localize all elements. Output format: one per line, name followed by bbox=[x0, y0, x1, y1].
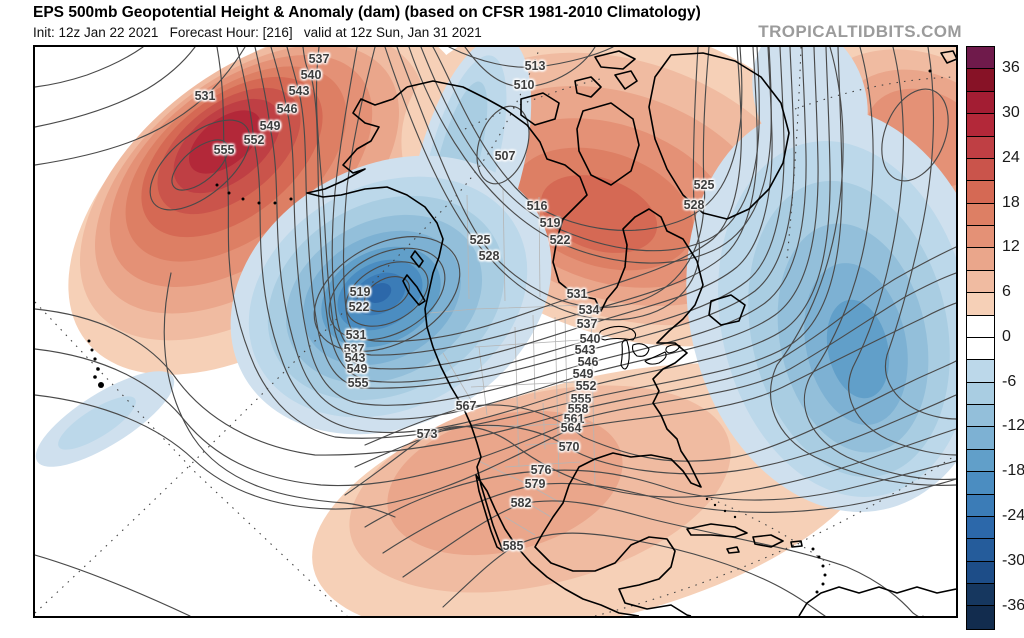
colorbar-cell bbox=[967, 136, 994, 159]
colorbar-cell bbox=[967, 293, 994, 316]
anomaly-colorbar bbox=[966, 46, 995, 630]
colorbar-tick: 24 bbox=[1002, 148, 1020, 166]
colorbar-cell bbox=[967, 584, 994, 607]
colorbar-tick: 6 bbox=[1002, 283, 1011, 301]
colorbar-cell bbox=[967, 270, 994, 294]
contour-map-graphic bbox=[35, 47, 956, 616]
colorbar-cell bbox=[967, 427, 994, 450]
init-forecast-line: Init: 12z Jan 22 2021 Forecast Hour: [21… bbox=[33, 25, 482, 40]
colorbar-tick: -18 bbox=[1002, 462, 1024, 480]
graticule-lines bbox=[35, 47, 956, 616]
colorbar-tick: -36 bbox=[1002, 596, 1024, 614]
colorbar-cell bbox=[967, 360, 994, 383]
colorbar-cell bbox=[967, 91, 994, 115]
colorbar-cell bbox=[967, 494, 994, 517]
colorbar-tick: 30 bbox=[1002, 104, 1020, 122]
coastlines bbox=[306, 50, 956, 616]
colorbar-tick: -30 bbox=[1002, 551, 1024, 569]
colorbar-cell bbox=[967, 203, 994, 226]
colorbar-cell bbox=[967, 539, 994, 562]
colorbar-tick: 0 bbox=[1002, 327, 1011, 345]
negative-anomaly-pacific-low bbox=[230, 155, 552, 435]
negative-anomaly-hawaii bbox=[35, 371, 175, 467]
height-contours bbox=[35, 47, 956, 616]
colorbar-cell bbox=[967, 158, 994, 182]
colorbar-tick: -6 bbox=[1002, 372, 1017, 390]
colorbar-cell bbox=[967, 382, 994, 405]
colorbar-cell bbox=[967, 114, 994, 137]
colorbar-cell bbox=[967, 449, 994, 473]
colorbar-cell bbox=[967, 606, 994, 629]
colorbar-cell bbox=[967, 248, 994, 271]
small-islands bbox=[87, 69, 932, 594]
colorbar-tick: 18 bbox=[1002, 193, 1020, 211]
colorbar-cell bbox=[967, 405, 994, 428]
colorbar-cell bbox=[967, 561, 994, 584]
colorbar-cell bbox=[967, 337, 994, 361]
state-borders bbox=[428, 188, 596, 536]
colorbar-cell bbox=[967, 69, 994, 92]
colorbar-tick: 36 bbox=[1002, 59, 1020, 77]
colorbar-cell bbox=[967, 47, 994, 70]
page-title: EPS 500mb Geopotential Height & Anomaly … bbox=[33, 4, 701, 21]
colorbar-cell bbox=[967, 315, 994, 338]
colorbar-tick: -24 bbox=[1002, 506, 1024, 524]
colorbar-tick: -12 bbox=[1002, 417, 1024, 435]
map-canvas: 531 537 540 543 546 549 552 555 519 522 531 537 543 5… bbox=[33, 45, 958, 618]
site-watermark: TROPICALTIDBITS.COM bbox=[758, 22, 962, 41]
colorbar-cell bbox=[967, 226, 994, 249]
colorbar-cell bbox=[967, 516, 994, 540]
colorbar-cell bbox=[967, 472, 994, 495]
colorbar-tick: 12 bbox=[1002, 238, 1020, 256]
colorbar-cell bbox=[967, 181, 994, 204]
